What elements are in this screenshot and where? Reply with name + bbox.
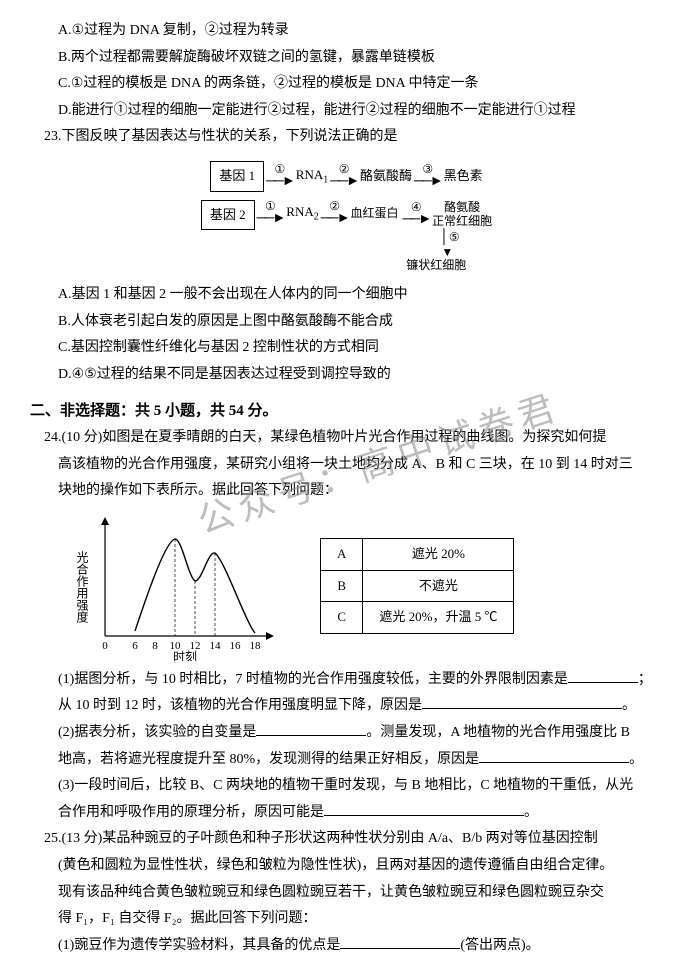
blank-field[interactable] — [479, 748, 629, 763]
q22-option-a: A.①过程为 DNA 复制，②过程为转录 — [58, 18, 663, 45]
q24-p3b: 合作用和呼吸作用的原理分析，原因可能是 — [58, 805, 324, 820]
q25-l3: 现有该品种纯合黄色皱粒豌豆和绿色圆粒豌豆若干，让黄色皱粒豌豆和绿色圆粒豌豆杂交 — [58, 880, 663, 907]
gene1-box: 基因 1 — [210, 161, 264, 192]
q24-p1d: 。 — [622, 698, 636, 713]
arrow-2b: ② ──► — [321, 200, 349, 226]
arrow-icon: ──► — [266, 175, 294, 189]
blank-field[interactable] — [256, 721, 366, 736]
arrow-2: ② ──► — [330, 163, 358, 189]
svg-text:0: 0 — [102, 640, 108, 652]
table-row: B 不遮光 — [321, 570, 514, 602]
q22-option-b: B.两个过程都需要解旋酶破坏双链之间的氢键，暴露单链模板 — [58, 45, 663, 72]
q24-p3-line1: (3)一段时间后，比较 B、C 两块地的植物干重时发现，与 B 地相比，C 地植… — [58, 773, 663, 800]
blank-field[interactable] — [568, 668, 638, 683]
gene1-row: 基因 1 ① ──► RNA1 ② ──► 酪氨酸酶 ③ ──► 黑色素 — [210, 161, 482, 192]
q24-p2c: 地高，若将遮光程度提升至 80%，发现测得的结果正好相反，原因是 — [58, 752, 479, 767]
arrow-icon: ──► — [330, 175, 358, 189]
arrow-4: ④ ──► — [402, 201, 430, 227]
arrow-icon: ──► — [414, 175, 442, 189]
arrow-icon: ──► — [321, 212, 349, 226]
cell-a-cond: 遮光 20% — [363, 538, 514, 570]
cell-a-label: A — [321, 538, 363, 570]
q24-p2d: 。 — [629, 752, 643, 767]
arrow-icon: ──► — [402, 213, 430, 227]
q24-stem-2: 高该植物的光合作用强度，某研究小组将一块土地均分成 A、B 和 C 三块，在 1… — [58, 452, 663, 479]
q24-p2-line1: (2)据表分析，该实验的自变量是 。测量发现，A 地植物的光合作用强度比 B — [58, 720, 663, 747]
gene2-row: 基因 2 ① ──► RNA2 ② ──► 血红蛋白 ④ ──► 酪氨酸 正常红… — [201, 200, 492, 273]
q24-p2b: 。测量发现，A 地植物的光合作用强度比 B — [366, 725, 630, 740]
photosynthesis-chart: 光合作用强度 0 6 8 10 12 14 16 18 时刻 — [70, 511, 280, 661]
q25-p1a: (1)豌豆作为遗传学实验材料，其具备的优点是 — [58, 938, 340, 953]
q24-p1-line2: 从 10 时到 12 时，该植物的光合作用强度明显下降，原因是 。 — [58, 693, 663, 720]
q24-p2a: (2)据表分析，该实验的自变量是 — [58, 725, 256, 740]
cell-b-label: B — [321, 570, 363, 602]
normal-rbc: 正常红细胞 — [432, 214, 492, 228]
x-axis-label: 时刻 — [173, 650, 197, 661]
q23-option-d: D.④⑤过程的结果不同是基因表达过程受到调控导致的 — [58, 362, 663, 389]
q24-p3c: 。 — [524, 805, 538, 820]
rna1-text: RNA — [296, 167, 323, 182]
conditions-table: A 遮光 20% B 不遮光 C 遮光 20%，升温 5 ℃ — [320, 538, 514, 634]
svg-text:16: 16 — [230, 640, 242, 652]
cell-b-cond: 不遮光 — [363, 570, 514, 602]
rna2-sub: 2 — [314, 211, 319, 222]
q24-p3-line2: 合作用和呼吸作用的原理分析，原因可能是 。 — [58, 800, 663, 827]
q25-l1: 25.(13 分)某品种豌豆的子叶颜色和种子形状这两种性状分别由 A/a、B/b… — [44, 826, 663, 853]
arrow-icon: ──► — [257, 212, 285, 226]
q24-p2-line2: 地高，若将遮光程度提升至 80%，发现测得的结果正好相反，原因是 。 — [58, 747, 663, 774]
table-row: A 遮光 20% — [321, 538, 514, 570]
q25-l2: (黄色和圆粒为显性性状，绿色和皱粒为隐性性状)，且两对基因的遗传遵循自由组合定律… — [58, 853, 663, 880]
q23-option-c: C.基因控制囊性纤维化与基因 2 控制性状的方式相同 — [58, 335, 663, 362]
blank-field[interactable] — [422, 694, 622, 709]
tyrosine-rbc: 酪氨酸 正常红细胞 — [432, 200, 492, 229]
circ-1b: ① — [265, 200, 276, 212]
circ-5: ⑤ — [449, 230, 460, 244]
svg-text:8: 8 — [152, 640, 158, 652]
hemoglobin: 血红蛋白 — [350, 207, 398, 220]
arrow-1b: ① ──► — [257, 200, 285, 226]
rna2: RNA2 — [286, 200, 318, 227]
q24-p1c: 从 10 时到 12 时，该植物的光合作用强度明显下降，原因是 — [58, 698, 422, 713]
blank-field[interactable] — [324, 801, 524, 816]
q25-p1b: (答出两点)。 — [460, 938, 539, 953]
svg-text:18: 18 — [250, 640, 262, 652]
svg-text:14: 14 — [210, 640, 222, 652]
q22-option-d: D.能进行①过程的细胞一定能进行②过程，能进行②过程的细胞不一定能进行①过程 — [58, 98, 663, 125]
q23-diagram: 基因 1 ① ──► RNA1 ② ──► 酪氨酸酶 ③ ──► 黑色素 基因 … — [30, 157, 663, 276]
table-row: C 遮光 20%，升温 5 ℃ — [321, 602, 514, 634]
q24-p1b: ； — [638, 672, 652, 687]
blank-field[interactable] — [340, 934, 460, 949]
q23-option-b: B.人体衰老引起白发的原因是上图中酪氨酸酶不能合成 — [58, 309, 663, 336]
rna1-sub: 1 — [323, 175, 328, 186]
tyrosinase: 酪氨酸酶 — [360, 164, 412, 189]
q25-l4: 得 F₁，F₁ 自交得 F₂。据此回答下列问题： — [58, 906, 663, 933]
circ-2b: ② — [329, 200, 340, 212]
q25-p1: (1)豌豆作为遗传学实验材料，其具备的优点是 (答出两点)。 — [58, 933, 663, 960]
q22-option-c: C.①过程的模板是 DNA 的两条链，②过程的模板是 DNA 中特定一条 — [58, 71, 663, 98]
rna1: RNA1 — [296, 163, 328, 190]
q23-stem: 23.下图反映了基因表达与性状的关系，下列说法正确的是 — [44, 124, 663, 151]
hemoglobin-branch: 血红蛋白 ④ ──► 酪氨酸 正常红细胞 │⑤ ▼ 镰状红细胞 — [350, 200, 492, 273]
q24-chart-row: 光合作用强度 0 6 8 10 12 14 16 18 时刻 A 遮光 20% … — [70, 511, 663, 661]
y-axis-label: 光合作用强度 — [75, 550, 89, 622]
rna2-text: RNA — [286, 204, 313, 219]
q24-stem-1: 24.(10 分)如图是在夏季晴朗的白天，某绿色植物叶片光合作用过程的曲线图。为… — [44, 425, 663, 452]
q24-p1a: (1)据图分析，与 10 时相比，7 时植物的光合作用强度较低，主要的外界限制因… — [58, 672, 568, 687]
q24-p1-line1: (1)据图分析，与 10 时相比，7 时植物的光合作用强度较低，主要的外界限制因… — [58, 667, 663, 694]
cell-c-label: C — [321, 602, 363, 634]
arrow-1: ① ──► — [266, 163, 294, 189]
arrow-3: ③ ──► — [414, 163, 442, 189]
section-2-title: 二、非选择题：共 5 小题，共 54 分。 — [30, 397, 663, 426]
sickle-rbc: 镰状红细胞 — [406, 259, 466, 272]
q24-stem-3: 块地的操作如下表所示。据此回答下列问题： — [58, 478, 663, 505]
cell-c-cond: 遮光 20%，升温 5 ℃ — [363, 602, 514, 634]
melanin: 黑色素 — [444, 164, 483, 189]
down-arrow-icon: │⑤ — [439, 230, 460, 245]
tyrosine: 酪氨酸 — [444, 200, 480, 214]
q23-option-a: A.基因 1 和基因 2 一般不会出现在人体内的同一个细胞中 — [58, 282, 663, 309]
svg-text:6: 6 — [132, 640, 138, 652]
gene2-box: 基因 2 — [201, 200, 255, 231]
